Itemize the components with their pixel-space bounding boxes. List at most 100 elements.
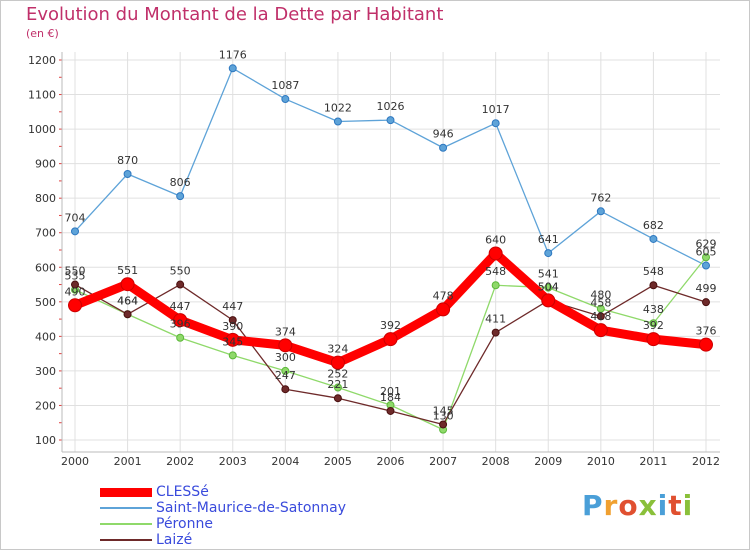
chart-title: Evolution du Montant de la Dette par Hab… [26, 4, 444, 25]
data-label: 704 [65, 211, 86, 224]
y-tick-label: 900 [35, 158, 56, 171]
x-tick-label: 2009 [534, 455, 562, 468]
data-point [71, 227, 79, 236]
data-label: 392 [380, 319, 401, 332]
data-label: 504 [538, 280, 559, 293]
legend-label: Péronne [156, 516, 213, 532]
logo-letter: t [668, 489, 683, 522]
legend-item: Laizé [100, 532, 192, 548]
x-tick-label: 2012 [692, 455, 720, 468]
data-point [330, 355, 345, 370]
data-label: 447 [170, 300, 191, 313]
data-point [491, 328, 500, 337]
data-label: 447 [222, 300, 243, 313]
data-point [228, 351, 237, 360]
data-label: 629 [696, 237, 717, 250]
data-point [333, 117, 342, 126]
x-tick-label: 2005 [324, 455, 352, 468]
data-label: 392 [643, 319, 664, 332]
legend-label: CLESSé [156, 484, 209, 500]
data-point [123, 310, 132, 319]
logo-letter: o [618, 489, 639, 522]
data-label: 490 [65, 285, 86, 298]
data-point [228, 64, 237, 73]
data-label: 550 [170, 265, 191, 278]
y-tick-label: 700 [35, 227, 56, 240]
y-tick-label: 500 [35, 296, 56, 309]
data-label: 1176 [219, 48, 247, 61]
logo-letter: i [682, 489, 694, 522]
data-label: 145 [433, 404, 454, 417]
x-tick-label: 2007 [429, 455, 457, 468]
data-point [68, 298, 82, 313]
data-label: 1017 [482, 103, 510, 116]
series-3 [71, 280, 710, 429]
data-label: 376 [696, 325, 717, 338]
legend-label: Saint-Maurice-de-Satonnay [156, 500, 346, 516]
legend-item: CLESSé [100, 484, 209, 500]
data-label: 438 [643, 303, 664, 316]
data-label: 411 [485, 313, 506, 326]
data-label: 130 [433, 410, 454, 423]
data-label: 499 [696, 282, 717, 295]
data-point [699, 337, 713, 352]
data-label: 247 [275, 369, 296, 382]
data-label: 1087 [271, 79, 299, 92]
y-tick-label: 600 [35, 261, 56, 274]
data-label: 390 [222, 320, 243, 333]
data-point [281, 95, 290, 104]
data-label: 300 [275, 351, 296, 364]
data-point [333, 394, 342, 403]
y-tick-label: 400 [35, 330, 56, 343]
logo-letter: r [603, 489, 619, 522]
data-label: 946 [433, 128, 454, 141]
logo-letter: P [582, 489, 604, 522]
proxiti-logo: Proxiti [582, 489, 693, 522]
data-label: 806 [170, 176, 191, 189]
data-label: 640 [485, 233, 506, 246]
data-point [541, 293, 556, 308]
legend-swatch [100, 539, 152, 541]
data-point [281, 366, 290, 375]
data-point [646, 332, 661, 347]
data-point [593, 323, 608, 338]
logo-letter: i [657, 489, 669, 522]
legend-item: Saint-Maurice-de-Satonnay [100, 500, 346, 516]
data-label: 682 [643, 219, 664, 232]
data-point [228, 316, 237, 325]
x-tick-label: 2002 [166, 455, 194, 468]
legend-label: Laizé [156, 532, 193, 548]
data-point [596, 207, 605, 216]
data-point [649, 281, 658, 290]
data-point [544, 283, 553, 292]
data-label: 345 [222, 335, 243, 348]
x-tick-label: 2011 [639, 455, 667, 468]
data-label: 762 [590, 191, 611, 204]
data-label: 478 [433, 289, 454, 302]
data-point [649, 319, 658, 328]
data-point [386, 406, 395, 415]
x-tick-label: 2001 [114, 455, 142, 468]
data-label: 184 [380, 391, 401, 404]
data-label: 252 [327, 367, 348, 380]
data-label: 548 [485, 265, 506, 278]
y-tick-label: 200 [35, 399, 56, 412]
legend-swatch [100, 507, 152, 509]
series-1 [71, 64, 710, 270]
y-tick-label: 300 [35, 365, 56, 378]
data-point [491, 281, 500, 290]
data-label: 641 [538, 233, 559, 246]
data-point [702, 298, 710, 307]
x-tick-label: 2008 [482, 455, 510, 468]
data-label: 504 [538, 280, 559, 293]
data-point [176, 280, 185, 289]
y-tick-label: 1000 [28, 123, 56, 136]
data-point [333, 383, 342, 392]
data-point [71, 280, 79, 289]
data-point [491, 119, 500, 128]
data-label: 458 [590, 296, 611, 309]
data-point [120, 277, 135, 292]
data-point [176, 333, 185, 342]
data-point [439, 420, 448, 429]
